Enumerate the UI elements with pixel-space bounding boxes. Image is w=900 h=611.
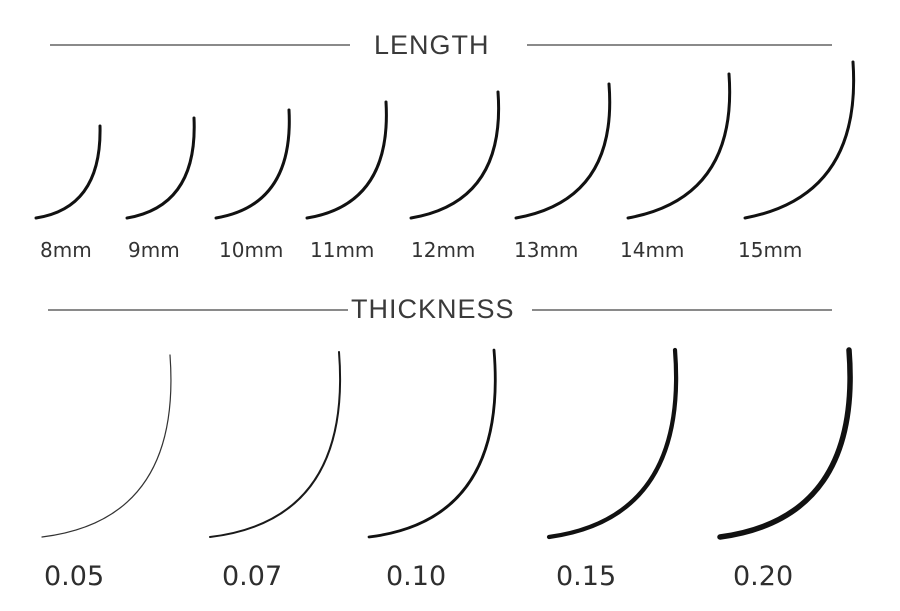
lash-curve-9mm — [125, 116, 196, 220]
lash-curve-13mm — [514, 82, 612, 220]
length-rule-left — [50, 44, 350, 46]
lash-curve-14mm — [626, 72, 732, 220]
length-heading: LENGTH — [374, 30, 490, 60]
length-rule-right — [527, 44, 832, 46]
thickness-label-0.10: 0.10 — [386, 561, 447, 592]
lash-curve-10mm — [214, 108, 291, 220]
thickness-rule-left — [48, 309, 348, 311]
lash-curve-11mm — [305, 100, 388, 220]
lash-curve-12mm — [409, 90, 501, 220]
thickness-label-0.15: 0.15 — [556, 561, 617, 592]
length-label-15mm: 15mm — [738, 238, 803, 262]
length-label-8mm: 8mm — [40, 238, 92, 262]
thickness-label-0.05: 0.05 — [44, 561, 105, 592]
length-label-14mm: 14mm — [620, 238, 685, 262]
lash-curve-0.05 — [41, 354, 172, 538]
length-label-12mm: 12mm — [411, 238, 476, 262]
lash-curve-0.20 — [717, 347, 853, 540]
thickness-rule-right — [532, 309, 832, 311]
lash-curve-0.10 — [367, 348, 497, 539]
length-label-13mm: 13mm — [514, 238, 579, 262]
lash-curve-15mm — [743, 60, 856, 220]
thickness-label-0.07: 0.07 — [222, 561, 283, 592]
thickness-heading: THICKNESS — [351, 294, 515, 324]
length-label-11mm: 11mm — [310, 238, 375, 262]
length-label-9mm: 9mm — [128, 238, 180, 262]
lash-curve-0.07 — [209, 351, 341, 538]
lash-curve-8mm — [34, 124, 102, 220]
lash-curve-0.15 — [546, 347, 679, 540]
thickness-label-0.20: 0.20 — [733, 561, 794, 592]
length-label-10mm: 10mm — [219, 238, 284, 262]
